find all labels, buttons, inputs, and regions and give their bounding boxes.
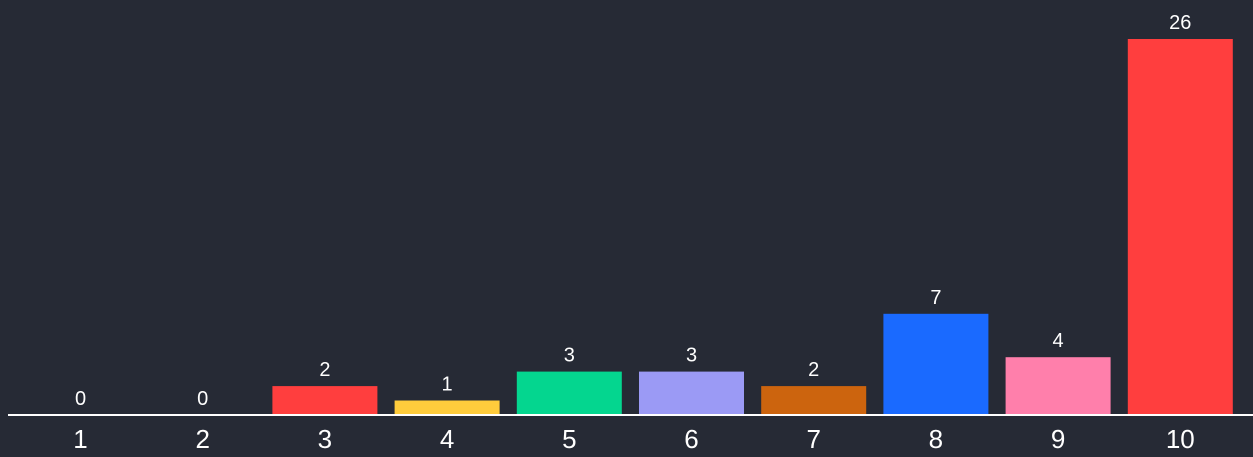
x-tick-labels-group: 1 2 3 4 5 6 7 8 9 10 xyxy=(73,424,1194,454)
x-tick-label-5: 5 xyxy=(562,424,576,454)
x-tick-label-8: 8 xyxy=(929,424,943,454)
x-tick-label-9: 9 xyxy=(1051,424,1065,454)
data-label-1: 0 xyxy=(75,388,86,410)
x-tick-label-7: 7 xyxy=(806,424,820,454)
bar-4 xyxy=(394,400,500,415)
bar-3 xyxy=(272,386,378,415)
x-tick-label-3: 3 xyxy=(318,424,332,454)
x-tick-label-1: 1 xyxy=(73,424,87,454)
data-label-3: 2 xyxy=(319,359,330,381)
x-tick-label-10: 10 xyxy=(1166,424,1195,454)
x-tick-label-4: 4 xyxy=(440,424,454,454)
data-label-2: 0 xyxy=(197,388,208,410)
data-label-8: 7 xyxy=(930,287,941,309)
x-tick-label-2: 2 xyxy=(195,424,209,454)
x-tick-label-6: 6 xyxy=(684,424,698,454)
value-labels-group: 0 0 2 1 3 3 2 7 4 26 xyxy=(75,12,1191,410)
bar-6 xyxy=(639,371,744,415)
data-label-5: 3 xyxy=(564,345,575,367)
bar-10 xyxy=(1127,39,1233,415)
data-label-6: 3 xyxy=(686,345,697,367)
data-label-4: 1 xyxy=(442,374,453,396)
bar-8 xyxy=(883,313,989,415)
bars-group xyxy=(272,39,1233,415)
bar-7 xyxy=(761,386,867,415)
bar-5 xyxy=(516,371,622,415)
data-label-7: 2 xyxy=(808,359,819,381)
data-label-9: 4 xyxy=(1053,330,1064,352)
bar-9 xyxy=(1005,357,1111,415)
data-label-10: 26 xyxy=(1169,12,1191,34)
